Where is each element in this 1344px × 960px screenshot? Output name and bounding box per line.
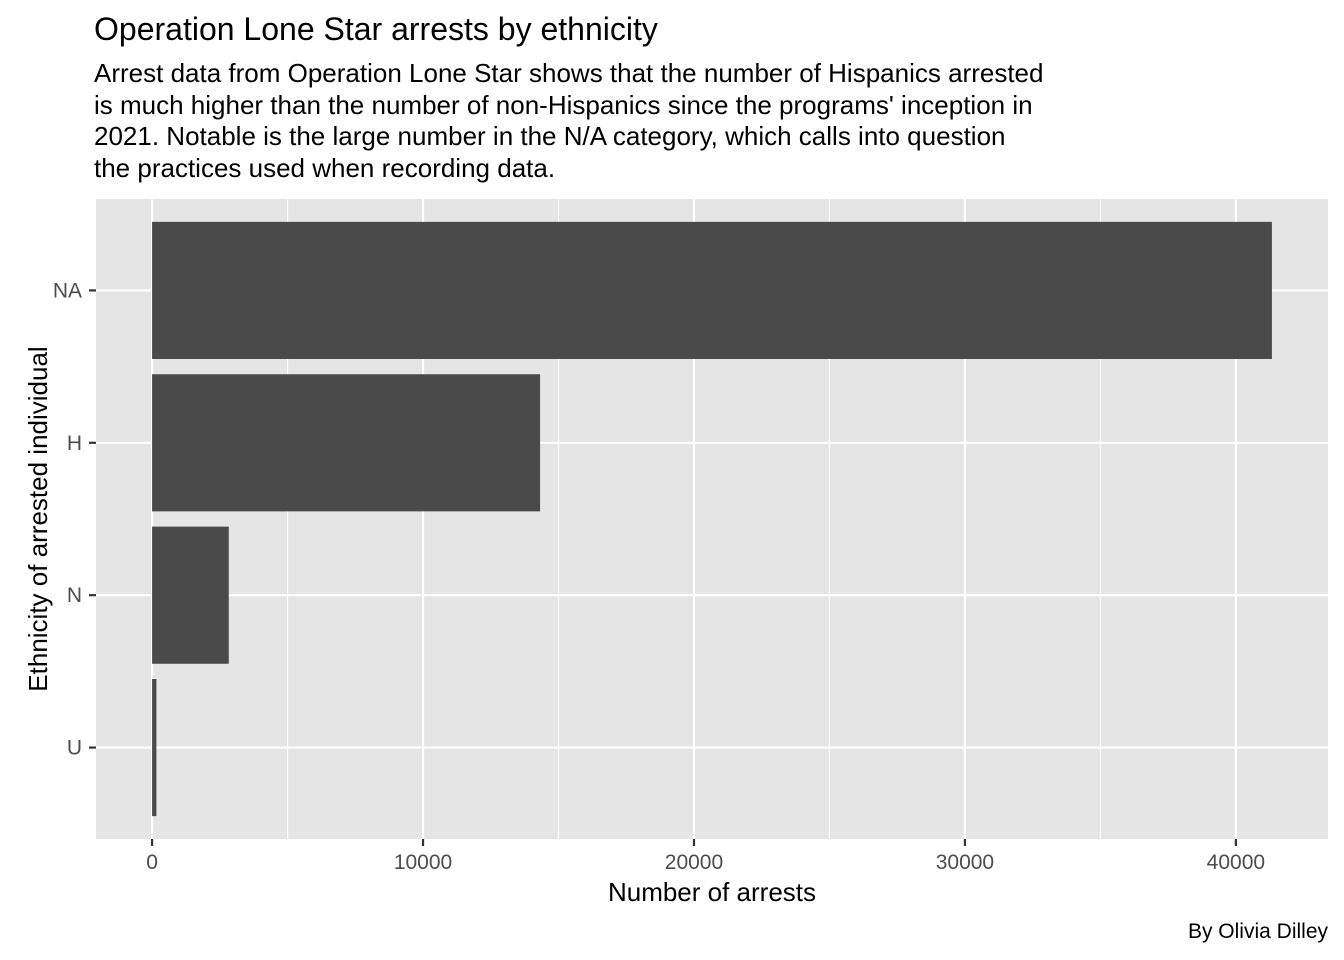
x-tick-label: 30000 [936, 851, 994, 874]
x-tick-label: 10000 [394, 851, 452, 874]
y-tick-label: H [67, 432, 82, 455]
chart-subtitle: Arrest data from Operation Lone Star sho… [94, 58, 1194, 184]
x-axis-label: Number of arrests [607, 877, 817, 907]
bar-u [152, 679, 157, 817]
chart-title: Operation Lone Star arrests by ethnicity [94, 11, 658, 47]
subtitle-line: the practices used when recording data. [94, 152, 556, 183]
x-tick-label: 20000 [665, 851, 723, 874]
bar-h [152, 374, 541, 512]
subtitle-line: is much higher than the number of non-Hi… [94, 89, 1033, 120]
y-tick-label: U [67, 737, 82, 760]
chart-caption: By Olivia Dilley [1187, 920, 1328, 943]
x-tick-label: 40000 [1207, 851, 1265, 874]
bar-n [152, 526, 229, 664]
bar-na [152, 221, 1272, 359]
y-axis-label: Ethnicity of arrested individual [23, 346, 53, 692]
subtitle-line: 2021. Notable is the large number in the… [94, 121, 1006, 151]
y-tick-label: NA [53, 279, 82, 302]
y-tick-label: N [67, 584, 82, 607]
x-tick-label: 0 [146, 851, 158, 874]
subtitle-line: Arrest data from Operation Lone Star sho… [94, 58, 1044, 88]
